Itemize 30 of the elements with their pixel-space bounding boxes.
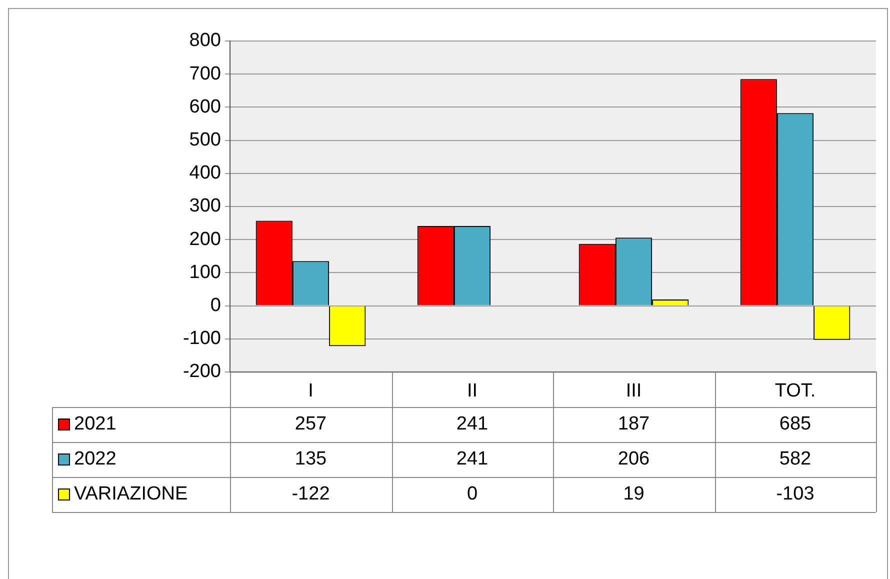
data-label: 135 bbox=[294, 448, 327, 470]
data-label: 206 bbox=[618, 448, 650, 470]
data-label: 685 bbox=[779, 414, 812, 435]
y-tick-label: 600 bbox=[189, 96, 221, 118]
data-label: 0 bbox=[466, 484, 478, 505]
x-tick-label: TOT. bbox=[774, 380, 816, 402]
data-label: 187 bbox=[618, 414, 650, 435]
legend-label: 2021 bbox=[74, 414, 116, 435]
x-tick-label: II bbox=[466, 380, 478, 402]
data-label: 241 bbox=[456, 448, 488, 470]
y-tick-label: 800 bbox=[189, 30, 221, 52]
y-tick-label: -100 bbox=[182, 328, 221, 350]
data-label: 241 bbox=[456, 414, 488, 435]
x-tick-label: III bbox=[626, 380, 642, 402]
y-tick-label: 400 bbox=[189, 162, 221, 184]
data-label: 582 bbox=[779, 448, 812, 470]
data-label: 257 bbox=[294, 414, 327, 435]
y-tick-label: 0 bbox=[210, 295, 221, 316]
data-label: 19 bbox=[623, 484, 644, 505]
y-tick-label: 100 bbox=[189, 262, 221, 283]
data-label: -103 bbox=[776, 484, 814, 505]
data-label: -122 bbox=[292, 484, 330, 505]
y-tick-label: -200 bbox=[182, 361, 221, 382]
y-tick-label: 500 bbox=[189, 130, 221, 151]
y-tick-label: 300 bbox=[189, 196, 221, 217]
y-tick-label: 200 bbox=[189, 228, 221, 250]
legend-label: 2022 bbox=[74, 448, 116, 470]
legend-label: VARIAZIONE bbox=[74, 484, 188, 505]
y-tick-label: 700 bbox=[189, 63, 221, 84]
x-tick-label: I bbox=[308, 380, 314, 402]
